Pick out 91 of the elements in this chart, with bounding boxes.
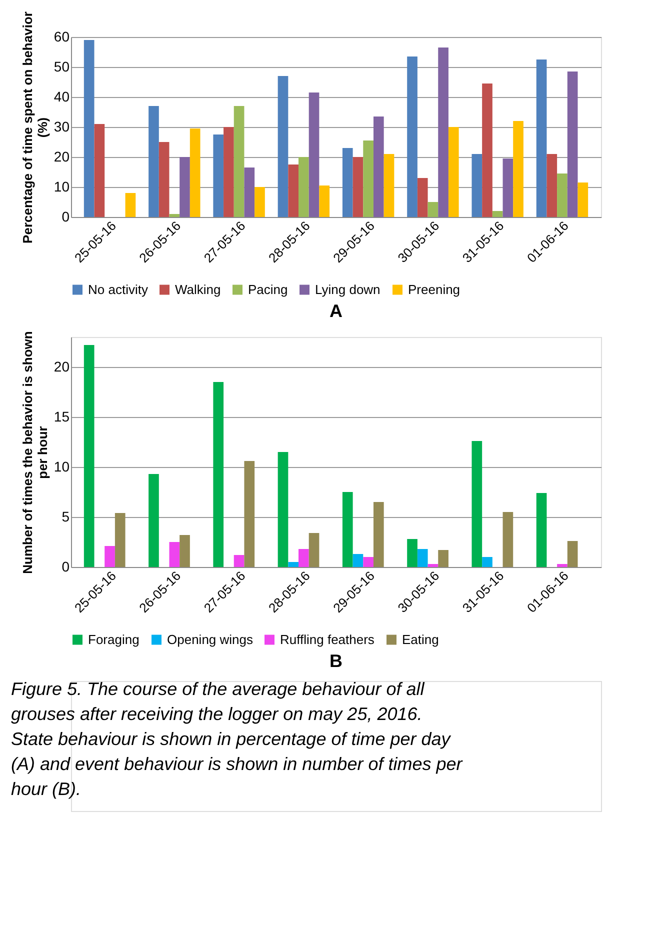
bar [407, 56, 418, 217]
bar [567, 541, 578, 567]
y-tick-label: 30 [54, 118, 70, 134]
legend-label: Eating [402, 632, 439, 647]
bar [180, 535, 190, 567]
bar [298, 157, 309, 217]
bar [352, 554, 364, 567]
bar [407, 539, 418, 567]
bar [104, 546, 115, 567]
bar [319, 186, 330, 217]
bar [384, 154, 394, 217]
bar [417, 549, 428, 567]
bar [578, 182, 588, 217]
bar [373, 502, 384, 567]
legend-label: Lying down [315, 282, 380, 297]
bar [180, 157, 190, 217]
bar [373, 116, 384, 217]
bar [536, 60, 547, 217]
bar [352, 157, 364, 217]
bar [482, 84, 492, 217]
bar [213, 382, 224, 567]
bar [417, 178, 428, 217]
bar [492, 211, 503, 217]
bar [502, 512, 514, 567]
bar [428, 564, 438, 567]
bar [472, 154, 482, 217]
bar [428, 202, 438, 217]
y-axis-title: Number of times the behavior is shown per hour [20, 331, 50, 574]
bar [84, 345, 94, 567]
bar [278, 452, 288, 567]
bar [557, 174, 568, 217]
y-tick-label: 5 [62, 508, 70, 524]
bar [190, 128, 200, 217]
bar [363, 140, 374, 217]
bar [213, 134, 224, 217]
bar [342, 492, 353, 567]
bar [224, 127, 234, 217]
bar [482, 557, 492, 567]
bar [567, 72, 578, 217]
bar [557, 564, 568, 567]
bar [288, 164, 299, 217]
bar [342, 148, 353, 217]
bar [234, 106, 244, 217]
bar [472, 441, 482, 567]
bar [448, 127, 459, 217]
bar [278, 76, 288, 217]
bar [148, 474, 159, 567]
y-tick-label: 0 [62, 208, 70, 224]
bar [244, 461, 255, 567]
bar [125, 193, 136, 217]
legend-label: Ruffling feathers [280, 632, 375, 647]
bar [254, 187, 265, 217]
bar [536, 493, 547, 567]
y-tick-label: 15 [54, 408, 70, 424]
bar [94, 124, 105, 217]
y-tick-label: 10 [54, 458, 70, 474]
legend-label: Walking [175, 282, 221, 297]
caption: Figure 5. The course of the average behaviour of all grouses after receiving the logger on may 25, 2016. State behaviour is shown in percentage of time per day (A) and event behaviour is shown in number of times per hour (B). [11, 679, 464, 799]
legend-label: Opening wings [167, 632, 254, 647]
legend-label: Preening [408, 282, 460, 297]
bar [308, 92, 320, 217]
y-tick-label: 10 [54, 178, 70, 194]
bar [169, 214, 180, 217]
bar [114, 513, 126, 567]
y-tick-label: 40 [54, 88, 70, 104]
bar [308, 533, 320, 567]
y-tick-label: 50 [54, 58, 70, 74]
bar [438, 48, 448, 217]
y-tick-label: 0 [62, 558, 70, 574]
legend-label: No activity [88, 282, 148, 297]
text: A [330, 301, 342, 321]
bar [234, 555, 244, 567]
legend-label: Pacing [248, 282, 288, 297]
bar [169, 542, 180, 567]
text: B [330, 651, 342, 671]
bar [546, 154, 558, 217]
y-tick-label: 60 [54, 28, 70, 44]
bar [288, 562, 299, 567]
bar [438, 550, 448, 567]
bar [298, 549, 309, 567]
bar [84, 40, 94, 217]
bar [502, 158, 514, 217]
legend-label: Foraging [88, 632, 140, 647]
bar [513, 121, 524, 217]
bar [363, 557, 374, 567]
bar [244, 168, 255, 217]
y-tick-label: 20 [54, 148, 70, 164]
bar [158, 142, 170, 217]
y-axis-title: Percentage of time spent on behavior (%) [20, 12, 50, 244]
y-tick-label: 20 [54, 358, 70, 374]
bar [148, 106, 159, 217]
